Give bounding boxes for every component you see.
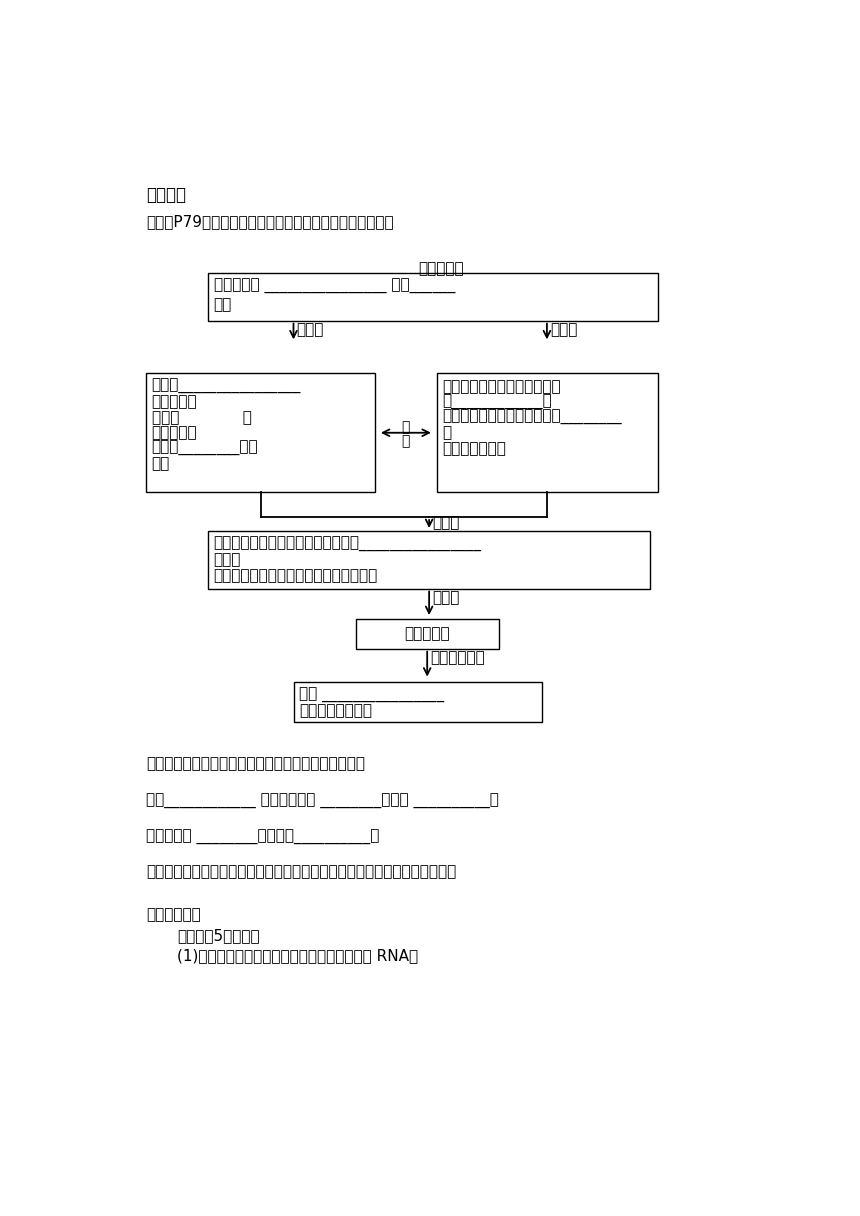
Text: 不是细胞中: 不是细胞中 xyxy=(151,426,197,440)
Bar xyxy=(146,373,375,492)
Text: 些____________，: 些____________， xyxy=(442,395,552,410)
Text: 绝大多数是 ________，少数是__________。: 绝大多数是 ________，少数是__________。 xyxy=(146,829,379,845)
Text: 萨姆纳: 萨姆纳 xyxy=(433,590,459,606)
Text: 发酵是纯的 ________________ ，与______: 发酵是纯的 ________________ ，与______ xyxy=(213,280,455,294)
Text: 有关，发酵: 有关，发酵 xyxy=(151,395,197,410)
Text: 是整个             而: 是整个 而 xyxy=(151,410,251,426)
Text: 完成以上的联系图后，现在请你尝试给酶下个定义吧。: 完成以上的联系图后，现在请你尝试给酶下个定义吧。 xyxy=(146,756,366,771)
Text: 引起发酵的是酵母细胞中的某: 引起发酵的是酵母细胞中的某 xyxy=(442,379,561,394)
Bar xyxy=(437,373,658,492)
Text: 酶的本质: 酶的本质 xyxy=(146,186,187,204)
Text: (1)不要认为酶都是蛋白质，因为有少部分酶是 RNA。: (1)不要认为酶都是蛋白质，因为有少部分酶是 RNA。 xyxy=(177,948,418,963)
Bar xyxy=(208,531,650,589)
Text: 争: 争 xyxy=(402,421,410,434)
Text: 后: 后 xyxy=(442,426,452,440)
Bar xyxy=(293,682,542,722)
Bar xyxy=(355,619,499,648)
Text: 无关: 无关 xyxy=(213,298,232,313)
Text: 请阅读P79《关于酶本质的探索》并把下列内容补充完整。: 请阅读P79《关于酶本质的探索》并把下列内容补充完整。 xyxy=(146,214,394,229)
Text: 后继续: 后继续 xyxy=(213,552,241,568)
Text: 【易错提示】: 【易错提示】 xyxy=(146,907,201,922)
Text: 论: 论 xyxy=(402,434,410,449)
Bar xyxy=(208,272,658,321)
Text: 少数 ________________: 少数 ________________ xyxy=(299,688,444,703)
Text: 巴斯德之前: 巴斯德之前 xyxy=(418,261,464,276)
Text: 作用: 作用 xyxy=(151,456,170,472)
Text: 酶是蛋白质: 酶是蛋白质 xyxy=(404,626,450,642)
Text: 有关酶的5个易错点: 有关酶的5个易错点 xyxy=(177,928,260,944)
Text: 的某些________在起: 的某些________在起 xyxy=(151,441,258,456)
Text: 才能发挥作用。: 才能发挥作用。 xyxy=(442,441,507,456)
Text: 毕希纳: 毕希纳 xyxy=(433,516,459,530)
Text: 切赫和奥特曼: 切赫和奥特曼 xyxy=(430,651,485,665)
Text: 酵母细胞中的某些物质能够在酵细胞________________: 酵母细胞中的某些物质能够在酵细胞________________ xyxy=(213,537,482,552)
Text: 但是这些物质只有在酵母细胞________: 但是这些物质只有在酵母细胞________ xyxy=(442,410,622,426)
Text: 李比希: 李比希 xyxy=(550,322,577,337)
Text: 起催化作用，就像在活酵母细胞中一样。: 起催化作用，就像在活酵母细胞中一样。 xyxy=(213,568,378,582)
Text: 现在给你一份某种酶的结晶，你能设计实验检测这是不是蛋白质吗？试试看。: 现在给你一份某种酶的结晶，你能设计实验检测这是不是蛋白质吗？试试看。 xyxy=(146,865,457,879)
Text: 酶是____________ 产生的，具有 ________作用的 __________，: 酶是____________ 产生的，具有 ________作用的 ______… xyxy=(146,794,499,809)
Text: 发酵与________________: 发酵与________________ xyxy=(151,379,301,394)
Text: 巴斯德: 巴斯德 xyxy=(297,322,324,337)
Text: 也具有催化功能。: 也具有催化功能。 xyxy=(299,703,372,719)
